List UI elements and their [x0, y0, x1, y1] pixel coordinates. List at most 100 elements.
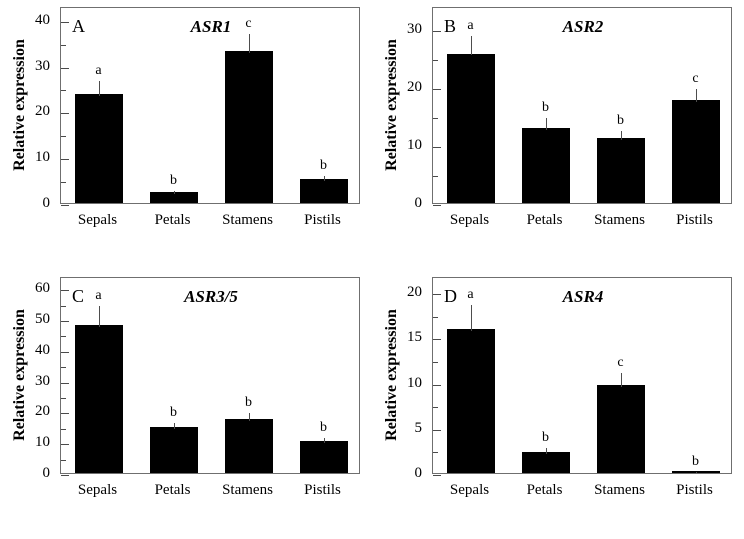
x-tick-label-pistils: Pistils: [676, 212, 713, 228]
error-bar-petals: [173, 191, 175, 194]
y-tick-label: 10: [35, 434, 50, 451]
bar-sepals: [446, 329, 495, 473]
y-tick-label: 20: [35, 403, 50, 420]
panel-a: Relative expression a b c b A ASR1 0 10 20 30 40 S…: [0, 0, 372, 269]
bar-stamens: [224, 418, 273, 473]
significance-letter: b: [542, 429, 549, 445]
x-tick-label-stamens: Stamens: [594, 482, 645, 498]
y-minor-tick: [61, 182, 66, 184]
x-tick-label-petals: Petals: [526, 482, 563, 498]
plot-area-b: a b b c B ASR2: [432, 7, 732, 206]
y-tick-label: 10: [35, 149, 50, 166]
y-major-tick: [61, 205, 69, 206]
x-tick-label-sepals: Sepals: [449, 482, 490, 498]
plot-area-c: a b b b C ASR3/5: [60, 277, 360, 476]
bar-petals: [521, 127, 570, 203]
bar-pistils: [299, 441, 348, 473]
y-minor-tick: [61, 305, 66, 307]
significance-letter: c: [617, 354, 624, 370]
panel-d: Relative expression a b c b D ASR4 0 5 10 15 20 Se…: [372, 270, 744, 539]
y-minor-tick: [61, 367, 66, 369]
significance-letter: a: [467, 17, 474, 33]
y-major-tick: [433, 205, 441, 206]
significance-letter: c: [692, 70, 699, 86]
y-minor-tick: [61, 459, 66, 461]
error-bar-pistils: [695, 88, 697, 103]
error-bar-petals: [545, 447, 547, 455]
x-tick-label-petals: Petals: [154, 482, 191, 498]
significance-letter: b: [245, 394, 252, 410]
y-tick-label: 20: [35, 103, 50, 120]
bar-stamens: [224, 50, 273, 203]
y-tick-label: 40: [35, 11, 50, 28]
bar-stamens: [596, 137, 645, 203]
error-bar-stamens: [620, 130, 622, 140]
y-tick-label: 0: [42, 195, 51, 211]
y-major-tick: [61, 382, 69, 384]
significance-letter: b: [320, 157, 327, 173]
y-minor-tick: [61, 336, 66, 338]
y-minor-tick: [61, 398, 66, 400]
x-tick-label-sepals: Sepals: [77, 212, 118, 228]
y-major-tick: [61, 321, 69, 323]
y-major-tick: [61, 475, 69, 476]
significance-letter: b: [617, 112, 624, 128]
error-bar-sepals: [470, 305, 472, 332]
y-minor-tick: [433, 316, 438, 318]
error-bar-pistils: [323, 438, 325, 443]
y-axis-title: Relative expression: [383, 39, 400, 171]
panel-letter: C: [72, 286, 85, 306]
y-major-tick: [61, 290, 69, 292]
bar-pistils: [671, 471, 720, 473]
y-tick-label: 50: [35, 311, 50, 328]
y-tick-label: 5: [414, 419, 423, 436]
y-tick-label: 30: [35, 57, 50, 74]
x-tick-label-stamens: Stamens: [594, 212, 645, 228]
y-minor-tick: [61, 136, 66, 138]
y-tick-label: 10: [407, 374, 422, 391]
y-major-tick: [61, 413, 69, 415]
x-tick-label-petals: Petals: [154, 212, 191, 228]
significance-letter: b: [170, 404, 177, 420]
y-major-tick: [433, 147, 441, 149]
y-major-tick: [61, 444, 69, 446]
panel-letter: D: [444, 286, 457, 306]
x-tick-label-sepals: Sepals: [77, 482, 118, 498]
significance-letter: b: [542, 99, 549, 115]
y-tick-label: 20: [407, 284, 422, 301]
bar-sepals: [446, 53, 495, 203]
panel-b: Relative expression a b b c B ASR2 0 10 20 30 Sep…: [372, 0, 744, 269]
bar-petals: [149, 427, 198, 473]
y-minor-tick: [433, 60, 438, 62]
y-tick-label: 0: [414, 195, 423, 211]
bar-sepals: [74, 93, 123, 203]
x-tick-label-stamens: Stamens: [222, 212, 273, 228]
significance-letter: b: [692, 454, 699, 470]
y-minor-tick: [433, 118, 438, 120]
y-minor-tick: [61, 44, 66, 46]
y-minor-tick: [433, 452, 438, 454]
error-bar-petals: [173, 422, 175, 430]
bar-petals: [521, 452, 570, 473]
y-tick-label: 10: [407, 137, 422, 154]
plot-area-d: a b c b D ASR4: [432, 277, 732, 476]
x-tick-label-pistils: Pistils: [676, 482, 713, 498]
error-bar-sepals: [98, 80, 100, 96]
bar-petals: [149, 192, 198, 203]
y-major-tick: [61, 351, 69, 353]
gene-title: ASR3/5: [184, 287, 238, 306]
bar-sepals: [74, 325, 123, 473]
y-tick-label: 30: [407, 21, 422, 38]
y-major-tick: [61, 159, 69, 161]
error-bar-petals: [545, 117, 547, 130]
y-tick-label: 60: [35, 280, 50, 297]
error-bar-stamens: [248, 33, 250, 53]
y-major-tick: [433, 339, 441, 341]
gene-title: ASR1: [190, 17, 232, 36]
x-tick-label-pistils: Pistils: [304, 212, 341, 228]
gene-title: ASR2: [562, 17, 604, 36]
x-tick-label-sepals: Sepals: [449, 212, 490, 228]
y-tick-label: 15: [407, 329, 422, 346]
error-bar-sepals: [470, 35, 472, 56]
